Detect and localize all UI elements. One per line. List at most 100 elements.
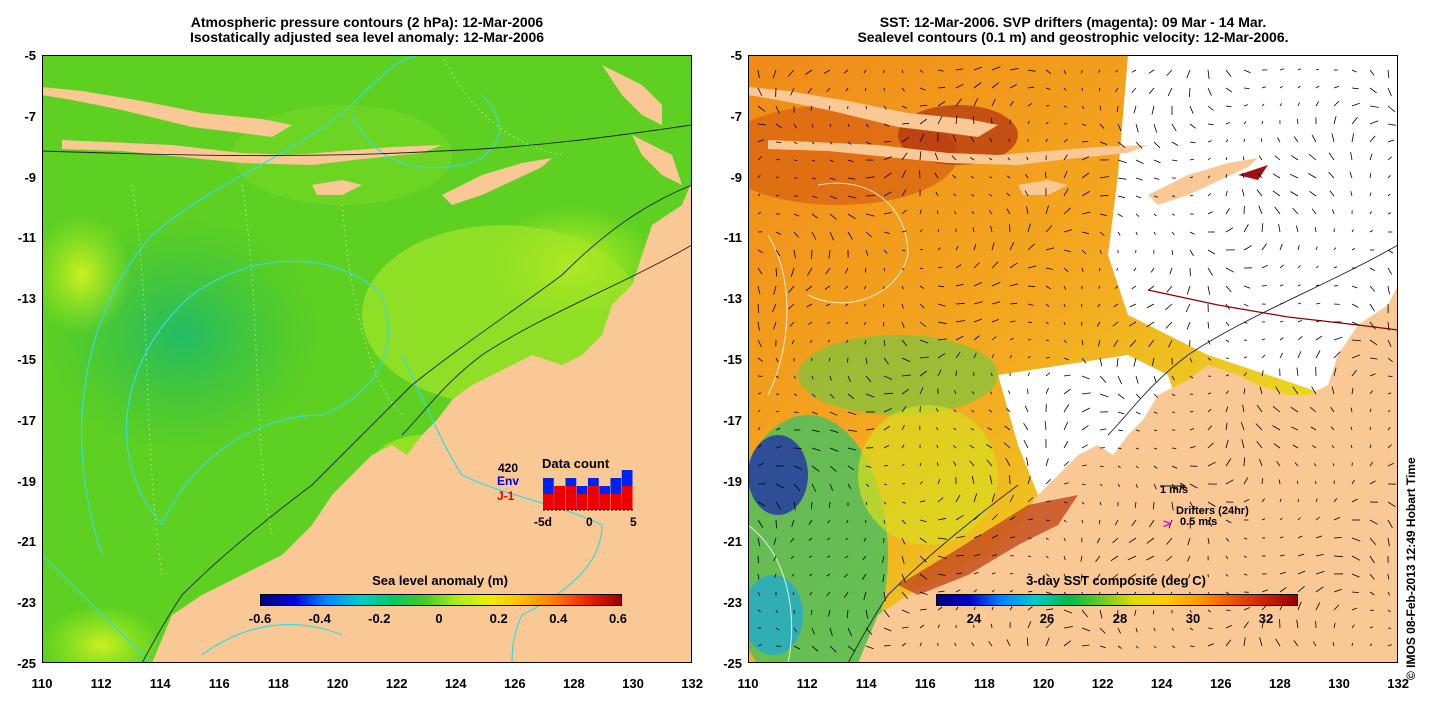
sst-lat-tick: -11 bbox=[723, 230, 742, 246]
sla-colorbar-tick: 0 bbox=[435, 611, 443, 626]
lesser-sunda-islands bbox=[62, 140, 442, 165]
drifters-legend-speed: 0.5 m/s bbox=[1180, 516, 1218, 528]
sla-lat-tick: -19 bbox=[17, 473, 36, 489]
sst-lat-tick: -19 bbox=[723, 473, 742, 489]
sla-lon-tick: 132 bbox=[681, 676, 703, 691]
sla-lon-tick: 126 bbox=[503, 676, 526, 691]
sst-lat-tick: -9 bbox=[730, 169, 742, 185]
sla-lat-tick: -11 bbox=[17, 230, 36, 246]
sst-lat-tick: -5 bbox=[730, 48, 742, 63]
sla-colorbar-tick: 0.4 bbox=[549, 611, 568, 626]
drifters-legend-arrow: > bbox=[1163, 516, 1171, 531]
sst-lat-tick: -13 bbox=[723, 291, 742, 307]
inset-env-label: Env bbox=[497, 474, 520, 488]
sst-lon-tick: 120 bbox=[1032, 676, 1055, 691]
sst-cloud-mask bbox=[1108, 55, 1398, 395]
sst-lon-tick: 116 bbox=[914, 676, 936, 691]
sst-lon-tick: 128 bbox=[1269, 676, 1291, 691]
sla-colorbar bbox=[260, 594, 622, 606]
sla-lon-tick: 118 bbox=[267, 676, 289, 691]
left-title: Atmospheric pressure contours (2 hPa): 1… bbox=[42, 15, 692, 45]
australia-landmass bbox=[152, 181, 692, 663]
sst-colorbar-tick: 24 bbox=[966, 611, 982, 626]
sla-colorbar-tick: -0.2 bbox=[368, 611, 391, 626]
inset-count: 420 bbox=[498, 461, 519, 475]
timor-island bbox=[442, 158, 552, 205]
sst-lat-tick: -21 bbox=[723, 534, 742, 550]
inset-j1-bar bbox=[576, 494, 588, 510]
sst-colorbar-label: 3-day SST composite (deg C) bbox=[1026, 573, 1206, 588]
sst-lon-tick: 110 bbox=[737, 676, 759, 691]
sla-colorbar-label: Sea level anomaly (m) bbox=[372, 573, 508, 588]
sla-high-anomaly-south bbox=[42, 605, 162, 663]
left-title-line2: Isostatically adjusted sea level anomaly… bbox=[189, 29, 545, 45]
sst-lon-tick: 130 bbox=[1328, 676, 1350, 691]
sst-colorbar-tick: 30 bbox=[1185, 611, 1201, 626]
inset-j1-bar bbox=[610, 494, 622, 510]
inset-tick-zero: 0 bbox=[586, 515, 593, 529]
java-island bbox=[42, 87, 292, 137]
sla-lon-tick: 120 bbox=[326, 676, 349, 691]
inset-j1-bar bbox=[543, 494, 554, 510]
geostrophic-velocity-vectors bbox=[757, 66, 1396, 653]
sla-colorbar-tick: 0.2 bbox=[489, 611, 508, 626]
inset-j1-bar bbox=[565, 486, 577, 510]
right-title-line1: SST: 12-Mar-2006. SVP drifters (magenta)… bbox=[879, 14, 1267, 30]
sla-lat-tick: -7 bbox=[24, 108, 36, 124]
data-count-inset bbox=[543, 470, 633, 512]
sla-lat-tick: -15 bbox=[17, 352, 36, 367]
sla-lon-tick: 114 bbox=[149, 676, 171, 691]
sst-lat-tick: -7 bbox=[730, 108, 742, 124]
sst-lat-tick: -15 bbox=[723, 352, 742, 367]
sst-lat-tick: -17 bbox=[723, 412, 742, 428]
sla-lat-tick: -25 bbox=[17, 656, 36, 671]
sla-map bbox=[42, 55, 692, 663]
sla-colorbar-tick: 0.6 bbox=[608, 611, 628, 626]
sst-lon-tick: 112 bbox=[796, 676, 818, 691]
sst-australia-landmass bbox=[858, 285, 1398, 663]
sst-lon-tick: 132 bbox=[1387, 676, 1409, 691]
sla-lon-tick: 130 bbox=[622, 676, 644, 691]
sst-colorbar bbox=[936, 594, 1298, 606]
sst-lon-tick: 124 bbox=[1150, 676, 1173, 691]
sst-lon-tick: 114 bbox=[855, 676, 877, 691]
sla-lat-tick: -9 bbox=[24, 169, 36, 185]
sla-colorbar-tick: -0.4 bbox=[308, 611, 331, 626]
inset-j1-bar bbox=[554, 486, 565, 510]
sla-lon-tick: 116 bbox=[208, 676, 230, 691]
right-title-line2: Sealevel contours (0.1 m) and geostrophi… bbox=[857, 29, 1289, 45]
sla-lat-tick: -5 bbox=[24, 48, 36, 63]
inset-tick-start: -5d bbox=[534, 515, 552, 529]
sla-high-anomaly-west bbox=[42, 215, 132, 335]
left-title-line1: Atmospheric pressure contours (2 hPa): 1… bbox=[190, 14, 544, 30]
sst-colorbar-tick: 28 bbox=[1112, 611, 1128, 626]
inset-j1-label: J-1 bbox=[497, 489, 515, 503]
sst-colorbar-tick: 32 bbox=[1258, 611, 1274, 626]
right-title: SST: 12-Mar-2006. SVP drifters (magenta)… bbox=[748, 15, 1398, 45]
sla-lat-tick: -21 bbox=[17, 534, 36, 550]
sst-map bbox=[748, 55, 1398, 663]
sla-lat-tick: -13 bbox=[17, 291, 36, 307]
sla-lon-tick: 124 bbox=[444, 676, 467, 691]
sla-lat-tick: -17 bbox=[17, 412, 36, 428]
sla-lon-tick: 122 bbox=[385, 676, 408, 691]
sla-lon-tick: 110 bbox=[31, 676, 53, 691]
sst-lon-tick: 126 bbox=[1209, 676, 1232, 691]
sla-colorbar-tick: -0.6 bbox=[248, 611, 272, 626]
inset-j1-bar bbox=[599, 494, 610, 510]
sla-lat-tick: -23 bbox=[17, 595, 36, 611]
velocity-scale-arrow bbox=[1160, 476, 1186, 490]
sst-lon-tick: 122 bbox=[1091, 676, 1114, 691]
sst-colorbar-tick: 26 bbox=[1039, 611, 1055, 626]
velocity-scale-label: 1 m/s bbox=[1160, 484, 1189, 496]
sumba-island bbox=[312, 180, 362, 195]
sst-lon-tick: 118 bbox=[973, 676, 995, 691]
inset-tick-end: 5 bbox=[630, 515, 637, 529]
inset-title: Data count bbox=[542, 456, 610, 471]
sst-lat-tick: -25 bbox=[723, 656, 742, 671]
sla-lon-tick: 128 bbox=[563, 676, 585, 691]
inset-j1-bar bbox=[588, 486, 599, 510]
inset-j1-bar bbox=[621, 486, 633, 510]
sst-lat-tick: -23 bbox=[723, 595, 742, 611]
drifters-legend-label: Drifters (24hr) bbox=[1176, 505, 1249, 517]
